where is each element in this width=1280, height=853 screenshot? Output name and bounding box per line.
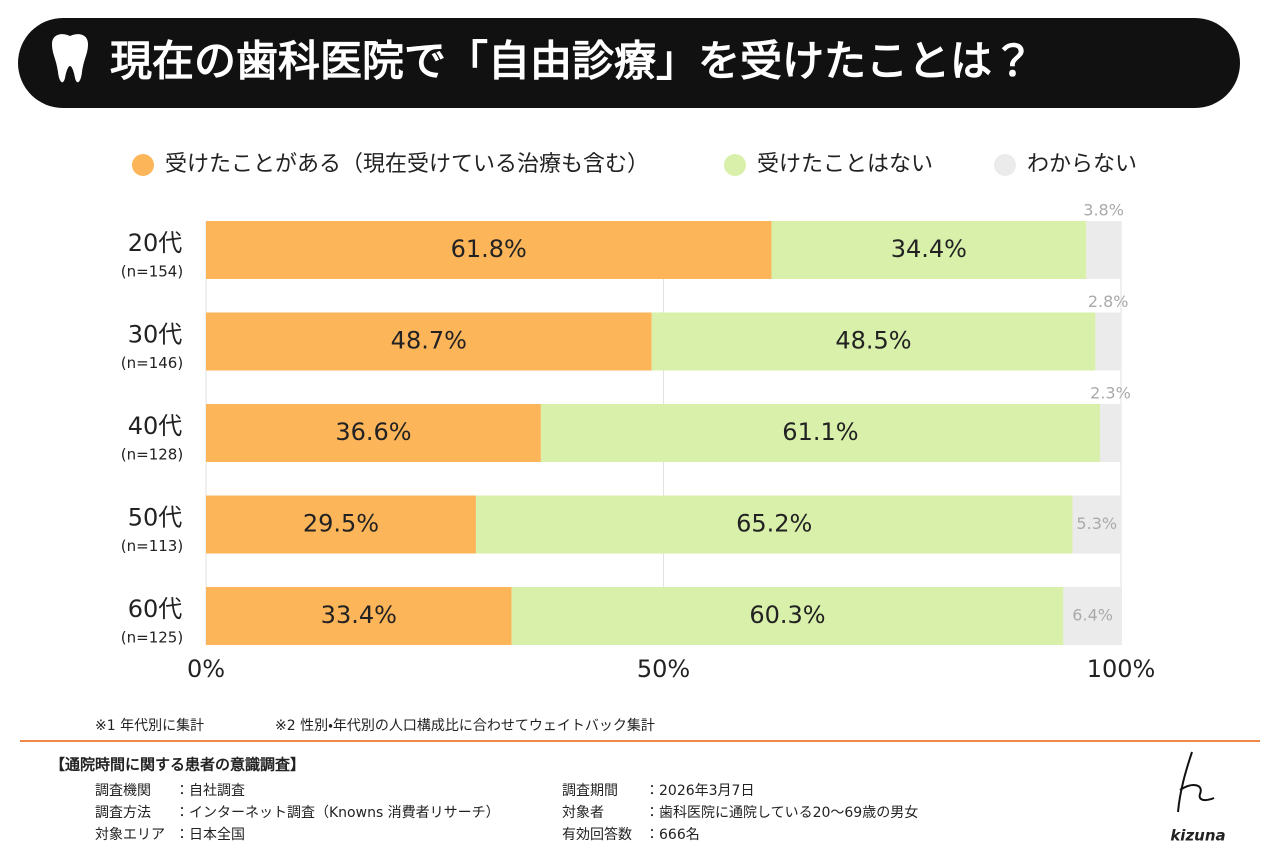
survey-label: 有効回答数 — [562, 826, 632, 843]
logo-mark — [1177, 751, 1215, 813]
value-label: 3.8% — [1083, 201, 1124, 220]
value-label: 29.5% — [303, 510, 379, 538]
value-label: 5.3% — [1076, 514, 1117, 533]
category-label: 50代 — [128, 504, 183, 532]
survey-value: ：日本全国 — [175, 827, 245, 843]
value-label: 33.4% — [321, 601, 397, 629]
survey-value: ：2026年3月7日 — [645, 783, 754, 799]
survey-label: 対象者 — [562, 805, 604, 821]
bar-segment — [1099, 404, 1121, 462]
legend-label: わからない — [1027, 152, 1137, 177]
bar-segment — [206, 404, 541, 462]
survey-label: 調査方法 — [95, 805, 151, 821]
value-label: 60.3% — [749, 601, 825, 629]
bar-segment — [1063, 587, 1122, 645]
survey-value: ：インターネット調査（Knowns 消費者リサーチ） — [175, 805, 500, 821]
bar-segment — [206, 495, 476, 554]
survey-label: 調査機関 — [95, 783, 151, 799]
category-label: 20代 — [128, 229, 183, 257]
note: ※2 性別・年代別の人口構成比に合わせてウェイトバック集計 — [275, 718, 655, 734]
legend-swatch — [132, 154, 154, 176]
value-label: 2.8% — [1088, 292, 1129, 311]
bar-segment — [1072, 495, 1121, 554]
survey-value: ：666名 — [645, 827, 700, 843]
title-banner — [18, 18, 1240, 108]
logo: kizuna — [1170, 827, 1225, 845]
bar-segment — [206, 587, 512, 645]
survey-label: 調査期間 — [562, 783, 618, 799]
category-label: 60代 — [128, 595, 183, 623]
sample-size: (n=154) — [121, 263, 183, 281]
survey-heading: 【通院時間に関する患者の意識調査】 — [50, 756, 305, 774]
note: ※1 年代別に集計 — [95, 718, 204, 734]
survey-label: 対象エリア — [95, 827, 165, 843]
bar-segment — [540, 404, 1100, 462]
bar-segment — [1095, 312, 1121, 371]
value-label: 2.3% — [1090, 384, 1131, 403]
sample-size: (n=125) — [121, 629, 183, 647]
value-label: 36.6% — [335, 418, 411, 446]
tooth-icon — [52, 34, 88, 83]
value-label: 34.4% — [891, 235, 967, 263]
category-label: 30代 — [128, 321, 183, 349]
x-tick-label: 100% — [1087, 655, 1156, 683]
value-label: 65.2% — [736, 510, 812, 538]
sample-size: (n=128) — [121, 446, 183, 464]
legend-label: 受けたことがある（現在受けている治療も含む） — [165, 152, 649, 177]
sample-size: (n=146) — [121, 354, 183, 372]
bar-segment — [475, 495, 1073, 554]
value-label: 6.4% — [1072, 606, 1113, 625]
bar-segment — [651, 312, 1096, 371]
value-label: 61.8% — [451, 235, 527, 263]
x-tick-label: 50% — [637, 655, 690, 683]
bar-segment — [206, 221, 772, 279]
survey-value: ：歯科医院に通院している20〜69歳の男女 — [645, 805, 918, 821]
sample-size: (n=113) — [121, 537, 183, 555]
category-label: 40代 — [128, 412, 183, 440]
value-label: 61.1% — [782, 418, 858, 446]
legend-swatch — [724, 154, 746, 176]
bar-segment — [206, 312, 652, 371]
legend-swatch — [994, 154, 1016, 176]
bar-segment — [1086, 221, 1121, 279]
legend-label: 受けたことはない — [757, 152, 933, 177]
chart-title: 現在の歯科医院で「自由診療」を受けたことは？ — [110, 37, 1034, 86]
bar-segment — [771, 221, 1087, 279]
value-label: 48.7% — [391, 327, 467, 355]
value-label: 48.5% — [835, 327, 911, 355]
bar-segment — [511, 587, 1064, 645]
x-tick-label: 0% — [187, 655, 225, 683]
survey-value: ：自社調査 — [175, 783, 245, 799]
